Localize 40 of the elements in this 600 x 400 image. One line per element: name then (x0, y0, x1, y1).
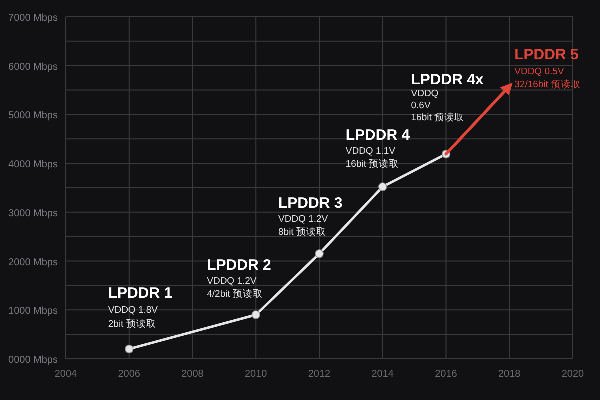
annotation: 2bit 预读取 (108, 318, 156, 330)
annotation: 16bit 预读取 (346, 158, 400, 170)
annotation: 4/2bit 预读取 (207, 288, 264, 300)
y-tick-label: 6000 Mbps (8, 62, 58, 73)
annotation: 32/16bit 预读取 (514, 78, 582, 90)
annotation: VDDQ 0.5V (514, 66, 565, 78)
y-tick-label: 0000 Mbps (8, 355, 58, 366)
y-tick-label: 5000 Mbps (8, 110, 58, 122)
x-tick-label: 2018 (498, 369, 522, 380)
y-tick-label: 2000 Mbps (8, 257, 58, 268)
y-tick-label: 3000 Mbps (8, 208, 58, 220)
annotation: 0.6V (411, 100, 432, 112)
annotation: LPDDR 4x (411, 71, 484, 88)
annotation: LPDDR 1 (108, 285, 173, 302)
annotation: LPDDR 5 (514, 46, 579, 64)
point (378, 182, 388, 192)
annotation: LPDDR 2 (207, 257, 272, 274)
annotation: VDDQ 1.2V (207, 276, 258, 288)
annotation: VDDQ 1.8V (108, 305, 159, 316)
x-tick-label: 2008 (182, 369, 204, 380)
point (252, 310, 261, 320)
y-tick-label: 4000 Mbps (8, 160, 58, 171)
annotation: 16bit 预读取 (411, 111, 464, 124)
point (124, 344, 134, 354)
x-tick-label: 2016 (435, 369, 458, 380)
annotation: 8bit 预读取 (278, 226, 326, 238)
x-tick-label: 2014 (372, 369, 394, 380)
x-tick-label: 2004 (54, 369, 78, 380)
x-tick-label: 2010 (245, 369, 268, 380)
annotation: LPDDR 3 (278, 194, 343, 212)
x-tick-label: 2012 (308, 369, 332, 380)
x-tick-label: 2006 (118, 369, 141, 380)
y-tick-label: 1000 Mbps (8, 306, 58, 318)
annotation: VDDQ 1.2V (278, 214, 329, 225)
annotation: LPDDR 4 (346, 127, 411, 144)
annotation: VDDQ 1.1V (346, 146, 396, 158)
y-tick-label: 7000 Mbps (8, 13, 58, 24)
annotation: VDDQ (411, 88, 439, 100)
point (315, 250, 324, 258)
x-tick-label: 2020 (562, 369, 585, 380)
